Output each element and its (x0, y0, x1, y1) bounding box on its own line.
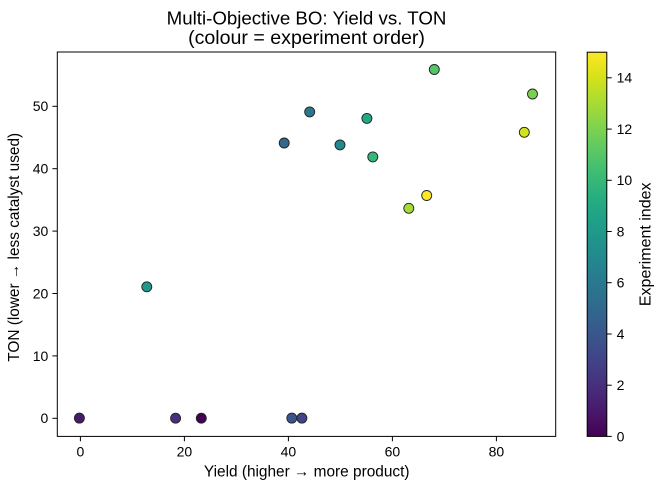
svg-text:14: 14 (617, 70, 633, 86)
svg-text:8: 8 (617, 223, 625, 239)
svg-text:4: 4 (617, 326, 625, 342)
svg-text:0: 0 (41, 410, 49, 426)
svg-text:60: 60 (385, 444, 401, 460)
svg-text:10: 10 (617, 172, 633, 188)
svg-text:TON (lower → less catalyst use: TON (lower → less catalyst used) (6, 133, 23, 362)
svg-text:0: 0 (77, 444, 85, 460)
svg-text:Yield (higher → more product): Yield (higher → more product) (204, 463, 410, 480)
svg-text:50: 50 (33, 98, 49, 114)
svg-text:20: 20 (177, 444, 193, 460)
svg-text:30: 30 (33, 223, 49, 239)
svg-text:6: 6 (617, 275, 625, 291)
svg-text:(colour = experiment order): (colour = experiment order) (188, 27, 425, 49)
svg-text:80: 80 (489, 444, 505, 460)
svg-text:20: 20 (33, 285, 49, 301)
svg-text:Experiment index: Experiment index (638, 182, 655, 306)
svg-text:10: 10 (33, 348, 49, 364)
svg-text:40: 40 (33, 161, 49, 177)
svg-text:12: 12 (617, 121, 633, 137)
svg-text:Multi-Objective BO: Yield vs.: Multi-Objective BO: Yield vs. TON (167, 8, 447, 29)
svg-text:2: 2 (617, 377, 625, 393)
svg-text:0: 0 (617, 428, 625, 444)
svg-text:40: 40 (281, 444, 297, 460)
